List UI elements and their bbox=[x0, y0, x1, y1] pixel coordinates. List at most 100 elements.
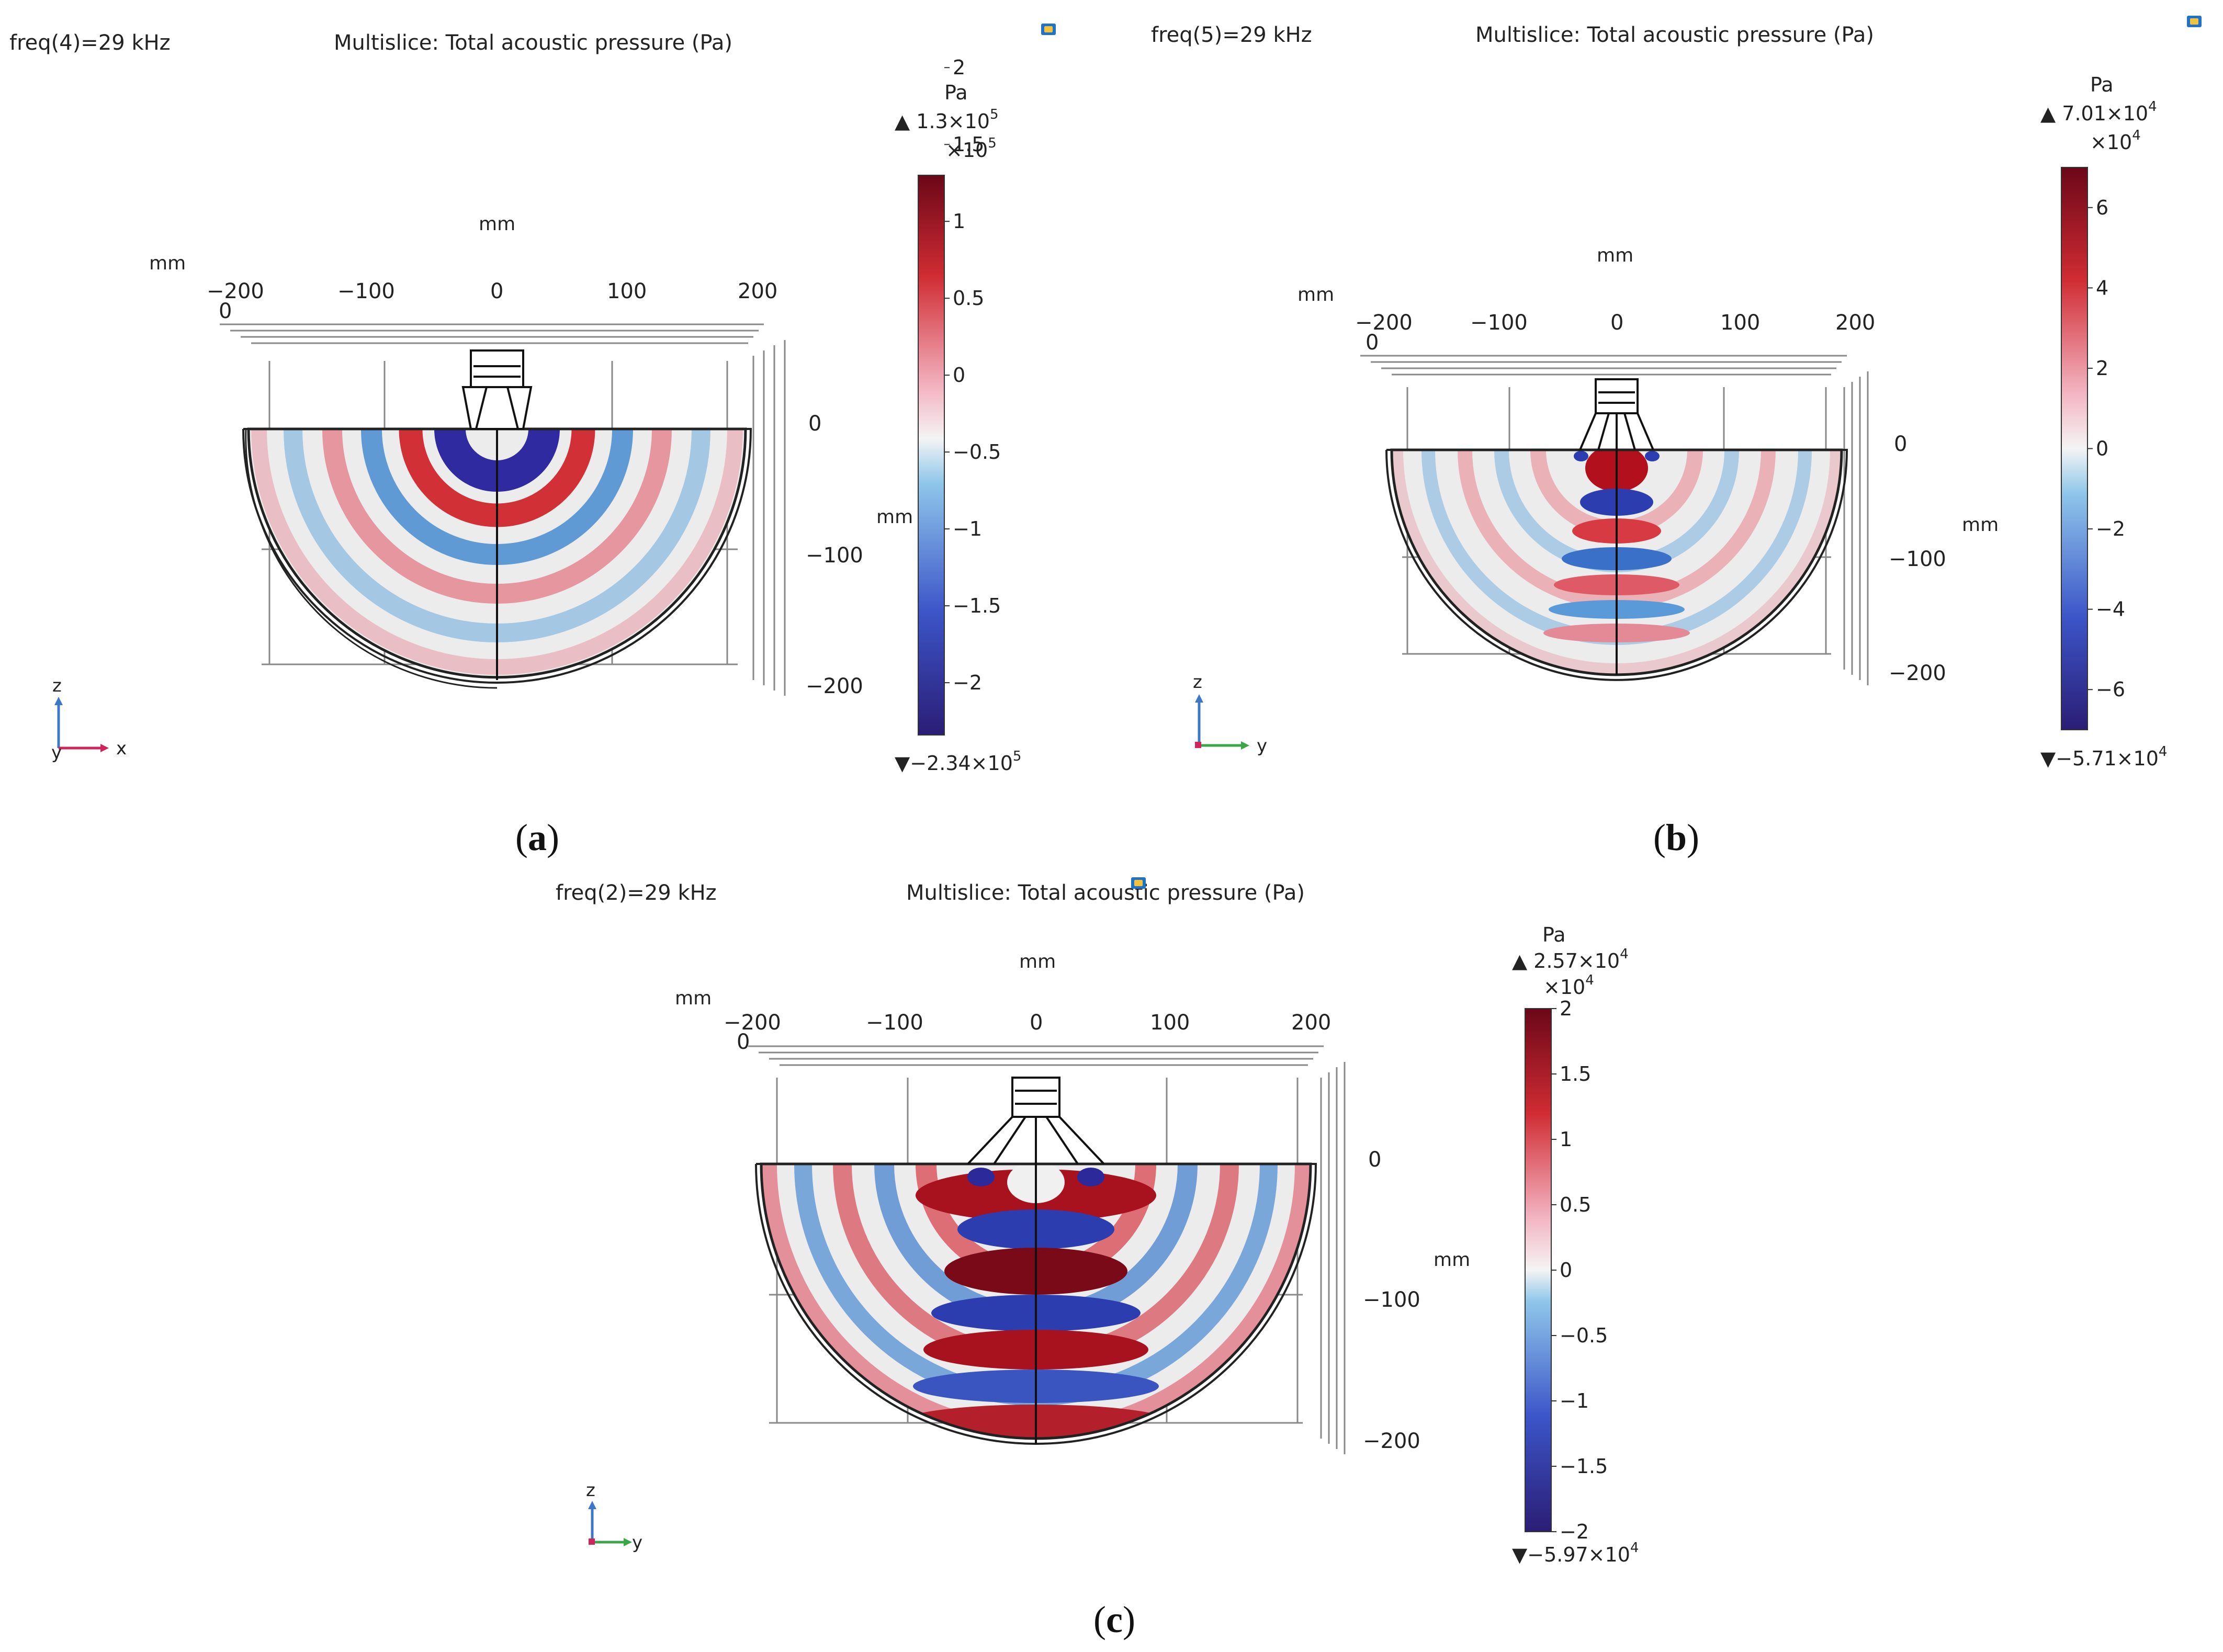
transducer bbox=[1579, 378, 1654, 450]
right-tick: −100 bbox=[806, 544, 863, 568]
colorbar-unit: Pa bbox=[1542, 923, 1566, 946]
colorbar-tick-label: −4 bbox=[2096, 598, 2125, 621]
colorbar-tick-label: −1.5 bbox=[953, 594, 1001, 617]
caption-c: (c) bbox=[1093, 1599, 1135, 1640]
axis-triad-icon: z y bbox=[1193, 672, 1267, 756]
top-tick: −100 bbox=[1470, 311, 1528, 335]
top-tick: −100 bbox=[866, 1011, 923, 1035]
colorbar-tick-label: 4 bbox=[2096, 276, 2108, 299]
colorbar-tick-label: −1 bbox=[953, 517, 982, 540]
axis-unit-top: mm bbox=[1019, 951, 1056, 972]
colorbar-tick-label: 0 bbox=[1560, 1259, 1572, 1282]
top-tick: −200 bbox=[724, 1011, 781, 1035]
panel-b: freq(5)=29 kHz Multislice: Total acousti… bbox=[1114, 0, 2223, 868]
colorbar-unit: Pa bbox=[944, 81, 968, 104]
colorbar-tick-label: 0.5 bbox=[1560, 1193, 1591, 1216]
top-zero: 0 bbox=[737, 1030, 750, 1054]
top-tick: 0 bbox=[1610, 311, 1623, 335]
svg-text:y: y bbox=[632, 1532, 642, 1553]
top-tick: 200 bbox=[1291, 1011, 1331, 1035]
top-tick: −200 bbox=[207, 279, 264, 303]
colorbar-unit: Pa bbox=[2090, 73, 2114, 96]
svg-text:z: z bbox=[1193, 672, 1202, 693]
colorbar-ticks: 2 1.5 1 0.5 0 −0.5 −1 −1.5 −2 bbox=[1551, 997, 1608, 1543]
top-tick: −100 bbox=[337, 279, 395, 303]
bowl-inner-outline bbox=[1390, 448, 1843, 676]
colorbar-tick-label: 2 bbox=[953, 56, 965, 79]
svg-text:x: x bbox=[116, 738, 127, 759]
bowl-inner-outline bbox=[247, 427, 747, 679]
bowl-outer-outline bbox=[1385, 449, 1848, 681]
caption-b: (b) bbox=[1653, 817, 1699, 858]
plot-title: Multislice: Total acoustic pressure (Pa) bbox=[334, 31, 732, 55]
right-tick: 0 bbox=[808, 412, 821, 436]
top-tick: 0 bbox=[490, 279, 503, 303]
colorbar-tick-label: −0.5 bbox=[953, 440, 1001, 463]
colorbar-tick-label: −1 bbox=[1560, 1389, 1589, 1412]
top-tick: 200 bbox=[1835, 311, 1875, 335]
colorbar-min: ▼−5.97×104 bbox=[1512, 1540, 1639, 1566]
colorbar-tick-label: 1 bbox=[953, 210, 965, 233]
bowl-outer-outline bbox=[755, 1163, 1317, 1445]
svg-text:z: z bbox=[52, 675, 62, 696]
axis-unit-left: mm bbox=[675, 988, 712, 1009]
svg-text:y: y bbox=[1257, 736, 1267, 756]
transducer bbox=[461, 349, 533, 430]
colorbar-min: ▼−2.34×105 bbox=[895, 749, 1021, 775]
axis-triad-icon: z y bbox=[586, 1480, 642, 1553]
panel-c: freq(2)=29 kHz Multislice: Total acousti… bbox=[523, 868, 1700, 1652]
axis-unit-right: mm bbox=[876, 506, 913, 528]
right-tick: −100 bbox=[1889, 547, 1946, 571]
freq-label: freq(4)=29 kHz bbox=[9, 31, 171, 55]
right-tick: 0 bbox=[1894, 432, 1907, 456]
top-tick: 100 bbox=[1720, 311, 1760, 335]
axis-unit-left: mm bbox=[1297, 284, 1334, 305]
top-tick: 100 bbox=[607, 279, 647, 303]
colorbar-tick-label: 0 bbox=[2096, 437, 2108, 460]
colorbar-tick-label: 1.5 bbox=[953, 133, 984, 156]
colorbar-tick-label: 2 bbox=[1560, 997, 1572, 1020]
colorbar-tick-label: 6 bbox=[2096, 196, 2108, 219]
colorbar-scale: ×104 bbox=[2090, 128, 2141, 154]
panel-a: freq(4)=29 kHz Multislice: Total acousti… bbox=[0, 0, 1114, 868]
plot-title: Multislice: Total acoustic pressure (Pa) bbox=[906, 881, 1305, 905]
colorbar-max: ▲ 1.3×105 bbox=[895, 107, 998, 133]
colorbar-tick-label: 0.5 bbox=[953, 287, 984, 310]
colorbar-ticks: 2 1.5 1 0.5 0 −0.5 −1 −1.5 −2 bbox=[944, 56, 1001, 694]
colorbar-tick-label: 2 bbox=[2096, 357, 2108, 380]
colorbar-min: ▼−5.71×104 bbox=[2040, 744, 2167, 770]
colorbar-tick-label: −2 bbox=[1560, 1520, 1589, 1543]
axis-unit-top: mm bbox=[1597, 245, 1633, 266]
svg-text:y: y bbox=[51, 742, 62, 763]
colorbar-tick-label: −6 bbox=[2096, 678, 2125, 701]
colorbar-scale: ×104 bbox=[1543, 972, 1594, 999]
colorbar-tick-label: −2 bbox=[2096, 517, 2125, 540]
colorbar-max: ▲ 7.01×104 bbox=[2040, 99, 2157, 125]
top-tick: 200 bbox=[738, 279, 777, 303]
right-tick: −100 bbox=[1363, 1288, 1420, 1312]
top-tick: 0 bbox=[1030, 1011, 1043, 1035]
axis-unit-right: mm bbox=[1962, 514, 1999, 536]
freq-label: freq(5)=29 kHz bbox=[1151, 23, 1312, 47]
top-zero: 0 bbox=[1366, 331, 1379, 355]
axis-unit-top: mm bbox=[479, 213, 515, 235]
top-tick: −200 bbox=[1355, 311, 1413, 335]
top-tick: 100 bbox=[1150, 1011, 1190, 1035]
svg-text:z: z bbox=[586, 1480, 595, 1501]
colorbar-scale: ×105 bbox=[946, 135, 997, 162]
colorbar bbox=[918, 175, 945, 736]
colorbar-max: ▲ 2.57×104 bbox=[1512, 946, 1629, 972]
right-tick: −200 bbox=[806, 674, 863, 698]
colorbar-tick-label: −2 bbox=[953, 671, 982, 694]
colorbar-tick-label: 1 bbox=[1560, 1128, 1572, 1151]
top-zero: 0 bbox=[219, 299, 232, 323]
right-tick: 0 bbox=[1368, 1148, 1381, 1172]
freq-label: freq(2)=29 kHz bbox=[556, 881, 717, 905]
transducer bbox=[967, 1077, 1105, 1165]
axis-unit-left: mm bbox=[149, 253, 186, 274]
bowl-inner-outline bbox=[760, 1162, 1312, 1440]
colorbar-tick-label: −1.5 bbox=[1560, 1455, 1608, 1478]
colorbar bbox=[2061, 167, 2088, 730]
right-tick: −200 bbox=[1363, 1429, 1420, 1453]
colorbar-tick-label: 0 bbox=[953, 364, 965, 387]
